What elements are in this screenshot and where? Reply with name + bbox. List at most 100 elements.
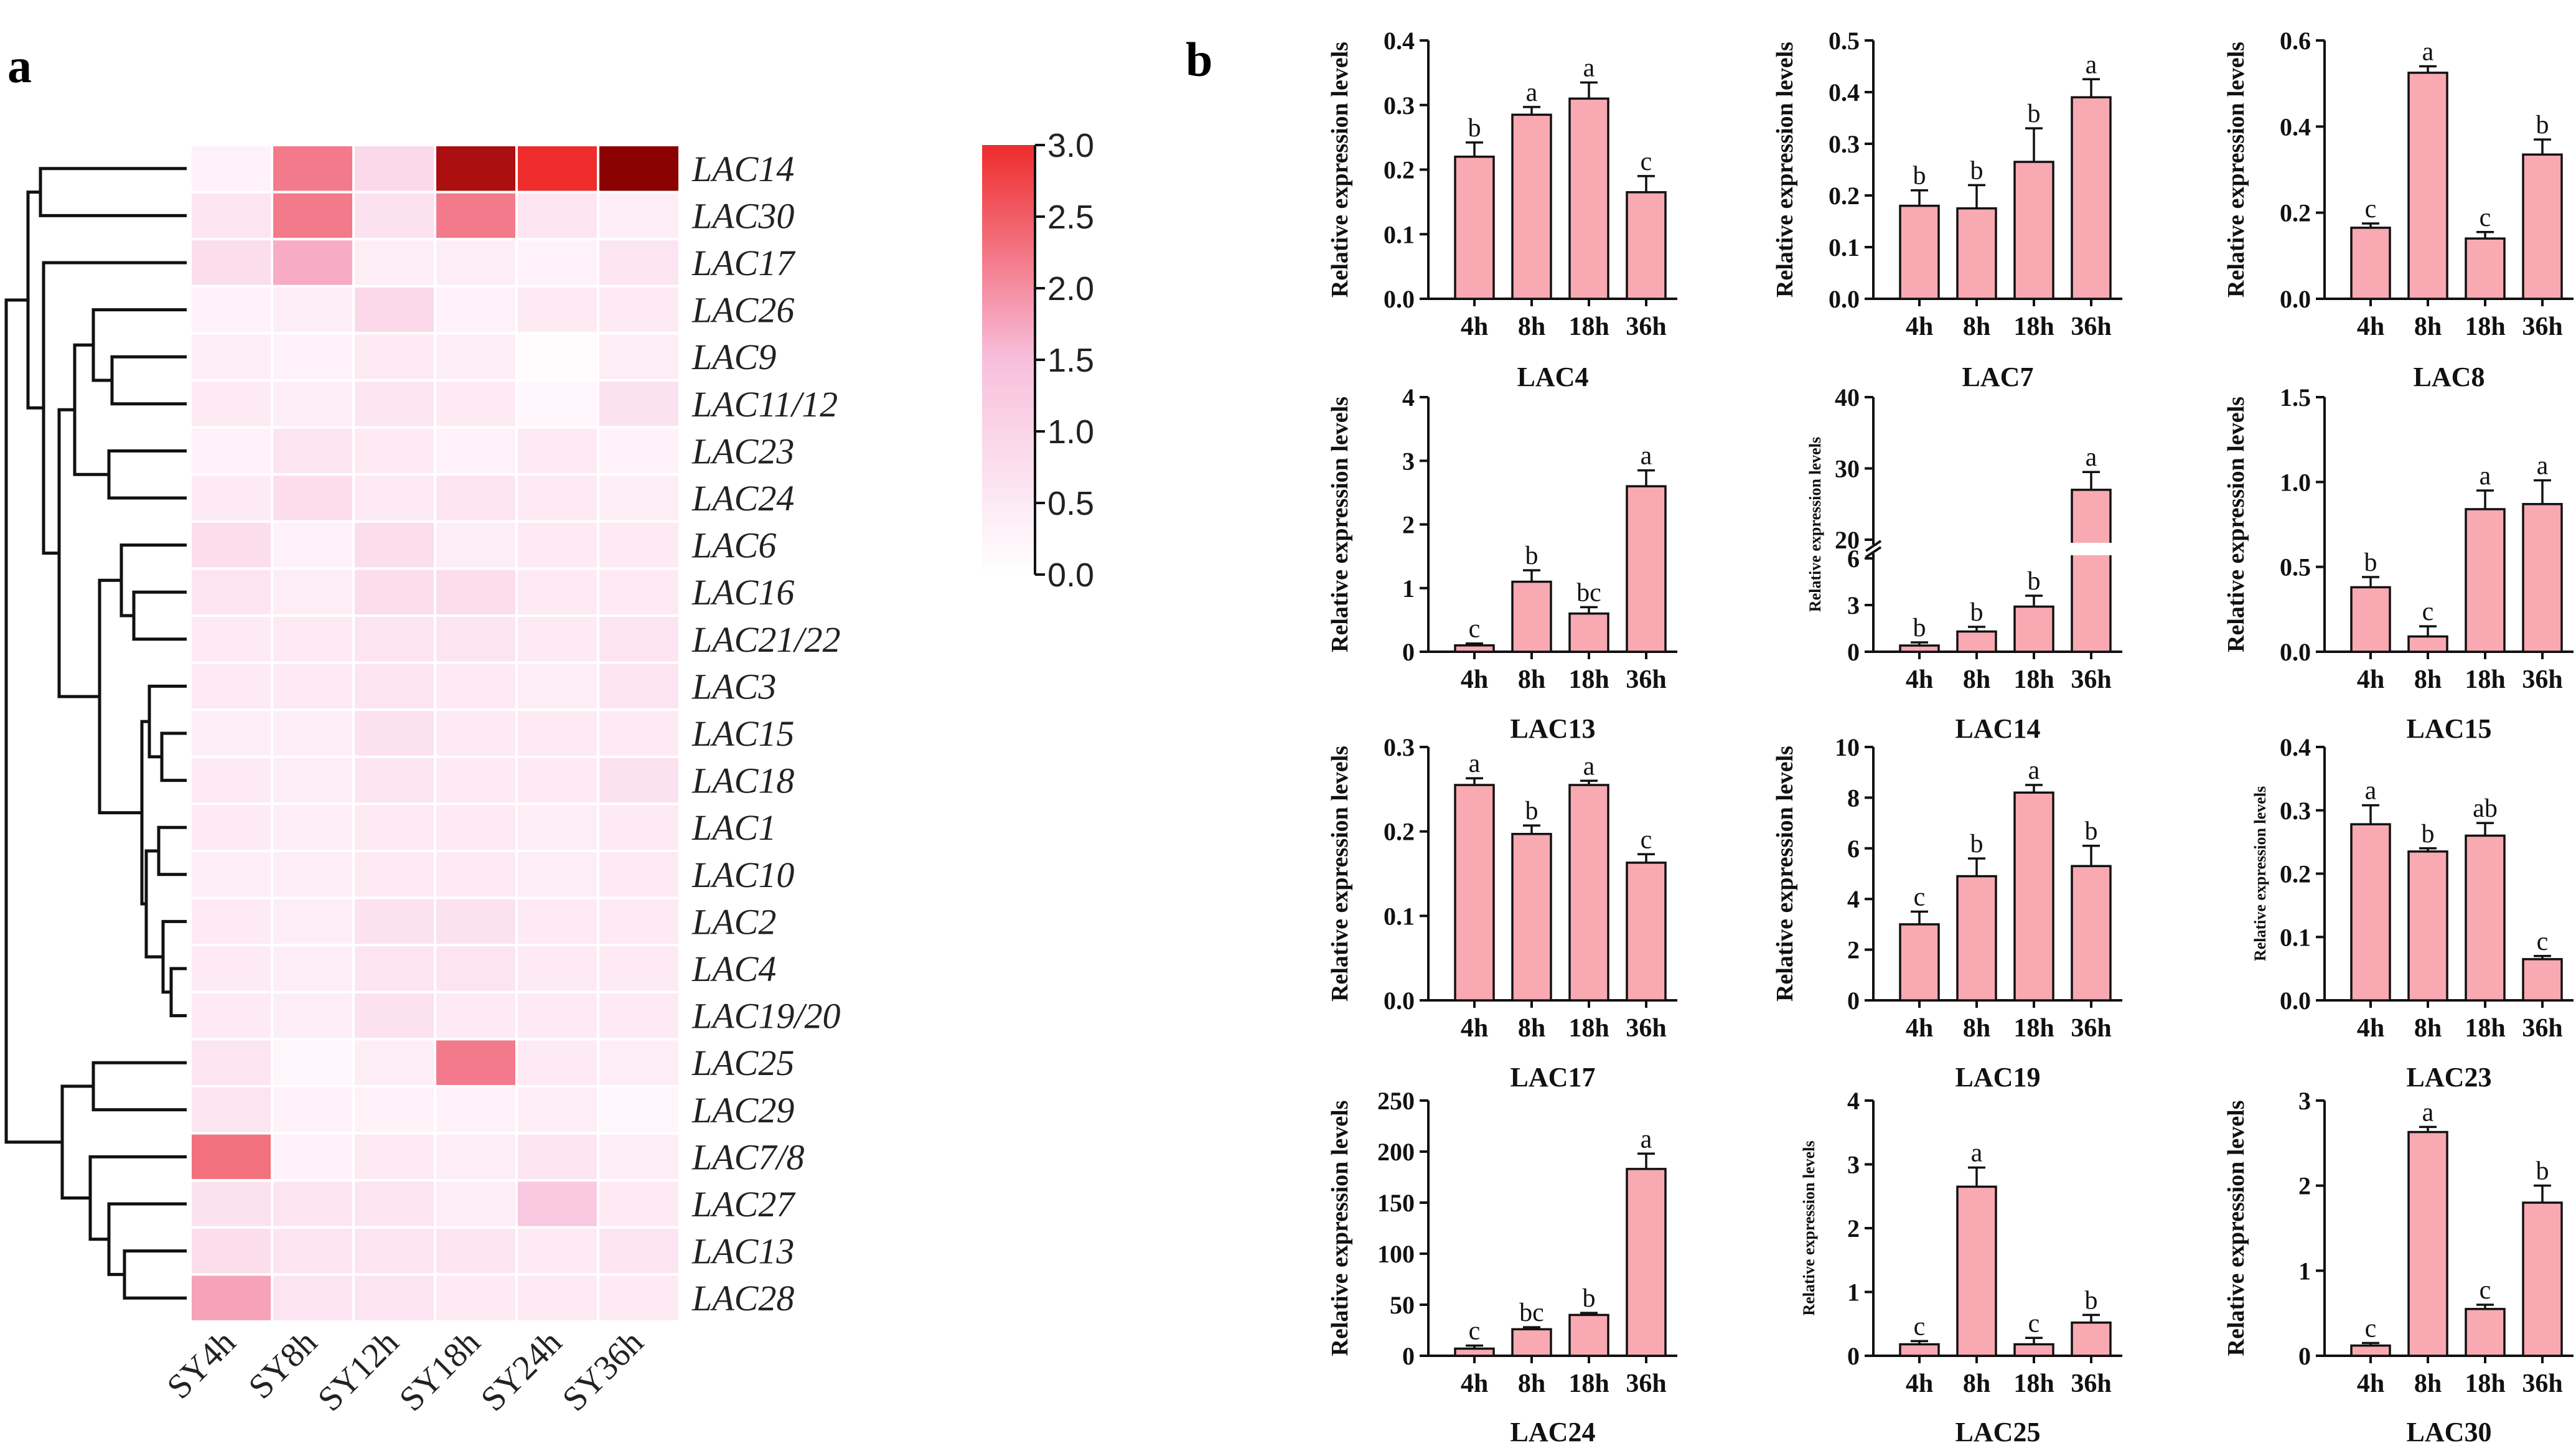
bar [1626, 862, 1667, 1002]
y-tick-label: 40 [1835, 383, 1860, 411]
bar [2071, 1321, 2112, 1357]
bar [2350, 1344, 2391, 1357]
heatmap-cell [271, 284, 355, 335]
bar [1511, 832, 1552, 1002]
y-tick-label: 0.1 [1829, 233, 1860, 261]
bar [2465, 1308, 2506, 1357]
x-tick-label: 36h [1626, 1014, 1666, 1043]
heatmap-cell [271, 426, 355, 476]
y-tick-label: 0 [1847, 638, 1860, 666]
x-tick-label: 4h [2357, 1369, 2384, 1398]
significance-letter: c [2537, 928, 2549, 956]
bar [1626, 485, 1667, 653]
heatmap-cell [189, 1085, 273, 1135]
x-tick-label: 4h [1461, 1369, 1488, 1398]
colorbar-tick-label: 1.5 [1047, 342, 1094, 379]
colorbar: 3.0 2.5 2.0 1.5 1.0 0.5 0.0 [982, 127, 1094, 594]
heatmap-cell [597, 520, 681, 570]
heatmap-cell [189, 144, 273, 194]
y-tick-label: 0.1 [1384, 902, 1415, 930]
heatmap-cell [352, 944, 436, 993]
bar [2465, 237, 2506, 300]
significance-letter: a [2086, 50, 2097, 79]
y-tick-label: 2 [1847, 1214, 1860, 1242]
bar [2071, 96, 2112, 300]
row-label: LAC17 [691, 243, 795, 283]
heatmap-cell [515, 802, 599, 853]
heatmap-cell [271, 850, 355, 899]
heatmap-cell [271, 1226, 355, 1276]
heatmap-cell [352, 802, 436, 853]
bar [1511, 113, 1552, 300]
bar [1956, 1185, 1997, 1357]
heatmap-cell [515, 1085, 599, 1135]
heatmap-cell [597, 332, 681, 382]
row-label: LAC1 [691, 807, 776, 848]
heatmap-cell [597, 144, 681, 194]
dendrogram-link [144, 849, 163, 959]
dendrogram-link [110, 355, 187, 406]
significance-letter: a [1526, 78, 1538, 107]
y-tick-label: 0 [2298, 1342, 2311, 1370]
y-tick-label: 3 [1402, 447, 1415, 475]
chart-lac4: 0.0 0.1 0.2 0.3 0.4 Relative expression level… [1327, 27, 1677, 392]
heatmap-cell [515, 944, 599, 993]
y-tick-label: 1 [1402, 575, 1415, 603]
x-tick-label: 4h [2357, 312, 2384, 341]
heatmap-cell [189, 190, 273, 241]
x-tick-label: 8h [1518, 1369, 1545, 1398]
bar [1568, 784, 1609, 1002]
heatmap-cell [434, 190, 518, 241]
colorbar-tick-label: 1.0 [1047, 413, 1094, 451]
significance-letter: b [1525, 797, 1539, 825]
heatmap-cell [271, 944, 355, 993]
significance-letter: a [1583, 54, 1595, 82]
dendrogram-link [4, 298, 62, 1144]
bar [1899, 923, 1940, 1002]
bar [2350, 586, 2391, 653]
significance-letter: b [2536, 1157, 2549, 1186]
y-tick-label: 0.5 [2280, 553, 2311, 581]
y-tick-label: 8 [1847, 784, 1860, 812]
x-tick-label: 18h [2013, 1369, 2054, 1398]
column-label: SY36h [555, 1323, 651, 1419]
heatmap-cell [352, 1273, 436, 1323]
heatmap-cell [515, 190, 599, 241]
heatmap-cell [271, 1273, 355, 1323]
y-tick-label: 0.6 [2280, 27, 2311, 55]
heatmap-cell [515, 1226, 599, 1276]
heatmap-cell [434, 284, 518, 335]
y-tick-label: 4 [1402, 383, 1415, 411]
bar [1568, 1313, 1609, 1357]
heatmap-cell [597, 379, 681, 429]
y-tick-label: 0 [1402, 638, 1415, 666]
colorbar-tick-label: 0.0 [1047, 557, 1094, 594]
heatmap-cell [271, 896, 355, 947]
heatmap-cell [189, 614, 273, 664]
bar [1454, 156, 1495, 300]
bar [1454, 1347, 1495, 1357]
x-tick-label: 36h [2071, 1369, 2111, 1398]
heatmap-cell [352, 238, 436, 288]
chart-title: LAC13 [1510, 713, 1596, 744]
y-axis-label: Relative expression levels [1327, 1101, 1353, 1356]
bar [1454, 644, 1495, 653]
heatmap-cell [189, 944, 273, 993]
heatmap-cell [597, 661, 681, 712]
bar [1956, 207, 1997, 300]
y-axis-label: Relative expression levels [1327, 746, 1353, 1002]
heatmap-cell [515, 708, 599, 758]
x-tick-label: 18h [1568, 1014, 1609, 1043]
y-tick-label: 0.4 [1384, 27, 1415, 55]
heatmap-cell [597, 1085, 681, 1135]
heatmap-cell [434, 473, 518, 523]
panel-a-label: a [7, 39, 32, 93]
y-tick-label: 0.4 [1829, 78, 1860, 106]
heatmap-cell [515, 144, 599, 194]
y-tick-label: 20 [1835, 526, 1860, 554]
row-label: LAC21/22 [691, 619, 841, 660]
heatmap-cell [434, 990, 518, 1041]
x-tick-label: 36h [2522, 1014, 2562, 1043]
chart-title: LAC19 [1955, 1062, 2041, 1092]
row-label: LAC7/8 [691, 1137, 805, 1177]
